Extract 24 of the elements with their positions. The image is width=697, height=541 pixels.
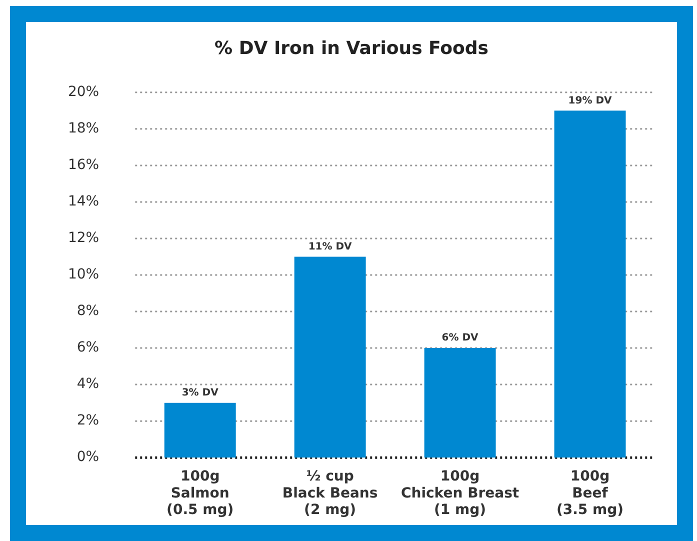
y-tick-label: 16% — [68, 157, 100, 174]
y-tick-label: 0% — [76, 449, 100, 466]
y-tick-label: 14% — [68, 194, 100, 210]
x-tick-label: ½ cup Black Beans (2 mg) — [282, 468, 378, 518]
bar — [294, 256, 366, 458]
y-tick-label: 18% — [68, 120, 100, 137]
bar — [164, 402, 236, 458]
bar — [424, 348, 496, 458]
y-tick-label: 12% — [68, 230, 100, 246]
data-label: 19% DV — [568, 95, 612, 106]
data-label: 6% DV — [442, 332, 479, 344]
y-tick-label: 2% — [76, 412, 100, 429]
x-tick-label: 100g Salmon (0.5 mg) — [166, 468, 234, 518]
y-tick-label: 10% — [68, 266, 100, 283]
x-tick-label: 100g Beef (3.5 mg) — [556, 468, 624, 518]
x-tick-label: 100g Chicken Breast (1 mg) — [400, 468, 520, 518]
y-tick-label: 8% — [76, 303, 100, 320]
data-label: 11% DV — [308, 241, 352, 252]
y-tick-label: 6% — [76, 340, 100, 356]
chart-title: % DV Iron in Various Foods — [214, 38, 490, 59]
y-tick-label: 20% — [68, 84, 100, 100]
bar — [554, 110, 626, 458]
data-label: 3% DV — [182, 387, 219, 398]
y-tick-label: 4% — [76, 376, 100, 392]
